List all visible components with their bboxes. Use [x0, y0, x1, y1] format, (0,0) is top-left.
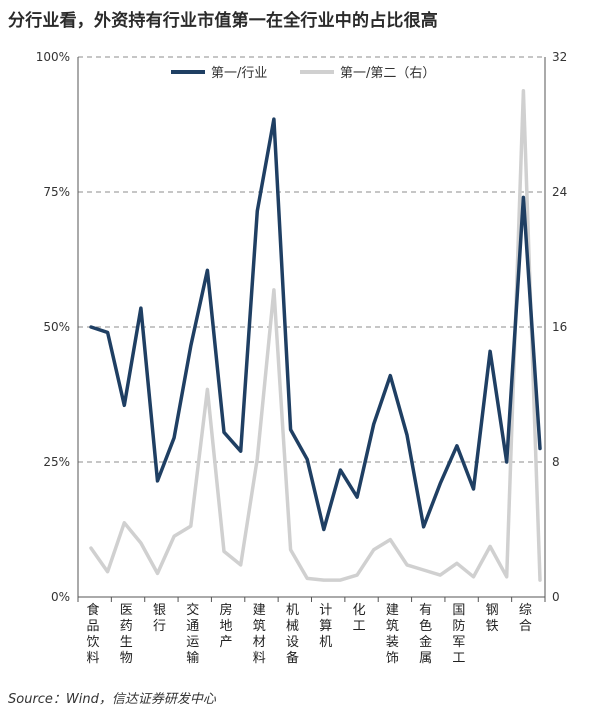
- category-label: 食品饮料: [86, 602, 99, 666]
- source-note: Source：Wind，信达证券研发中心: [8, 692, 216, 707]
- series-line-first-vs-industry: [89, 117, 542, 532]
- chart-title: 分行业看，外资持有行业市值第一在全行业中的占比很高: [8, 11, 438, 31]
- category-label: 有色金属: [419, 603, 432, 666]
- right-tick-label: 8: [552, 455, 560, 469]
- category-label: 医药生物: [120, 603, 133, 666]
- left-tick-label: 75%: [43, 185, 70, 199]
- category-label: 计算机: [319, 603, 332, 650]
- series-line-first-vs-second: [89, 89, 542, 582]
- category-label: 综合: [519, 603, 532, 634]
- left-tick-label: 0%: [51, 590, 70, 604]
- category-label: 建筑装饰: [386, 603, 399, 666]
- category-label: 银行: [153, 603, 166, 634]
- right-tick-label: 32: [552, 50, 567, 64]
- legend-label: 第一/行业: [211, 66, 267, 81]
- category-label: 机械设备: [286, 603, 299, 666]
- left-tick-label: 100%: [36, 50, 70, 64]
- series-lines: [89, 89, 542, 582]
- category-label: 交通运输: [186, 602, 199, 666]
- legend: 第一/行业 第一/第二（右）: [171, 66, 435, 81]
- category-label: 房地产: [220, 602, 233, 650]
- legend-label: 第一/第二（右）: [340, 66, 435, 81]
- category-label: 国防军工: [452, 603, 465, 666]
- right-tick-label: 0: [552, 590, 560, 604]
- category-label: 建筑材料: [253, 603, 266, 666]
- left-tick-label: 50%: [43, 320, 70, 334]
- axes: [77, 57, 546, 602]
- right-tick-label: 24: [552, 185, 567, 199]
- category-label: 钢铁: [486, 603, 499, 634]
- right-tick-label: 16: [552, 320, 567, 334]
- tick-labels: 0% 0 25% 8 50% 16 75% 24 100% 32: [36, 50, 568, 604]
- category-label: 化工: [353, 603, 366, 634]
- gridlines: [78, 56, 545, 463]
- left-tick-label: 25%: [43, 455, 70, 469]
- category-labels: 食品饮料 医药生物 银行 交通运输 房地产 建筑材料 机械设备 计算机 化工 建筑装饰 有色金属 国防…: [86, 602, 531, 666]
